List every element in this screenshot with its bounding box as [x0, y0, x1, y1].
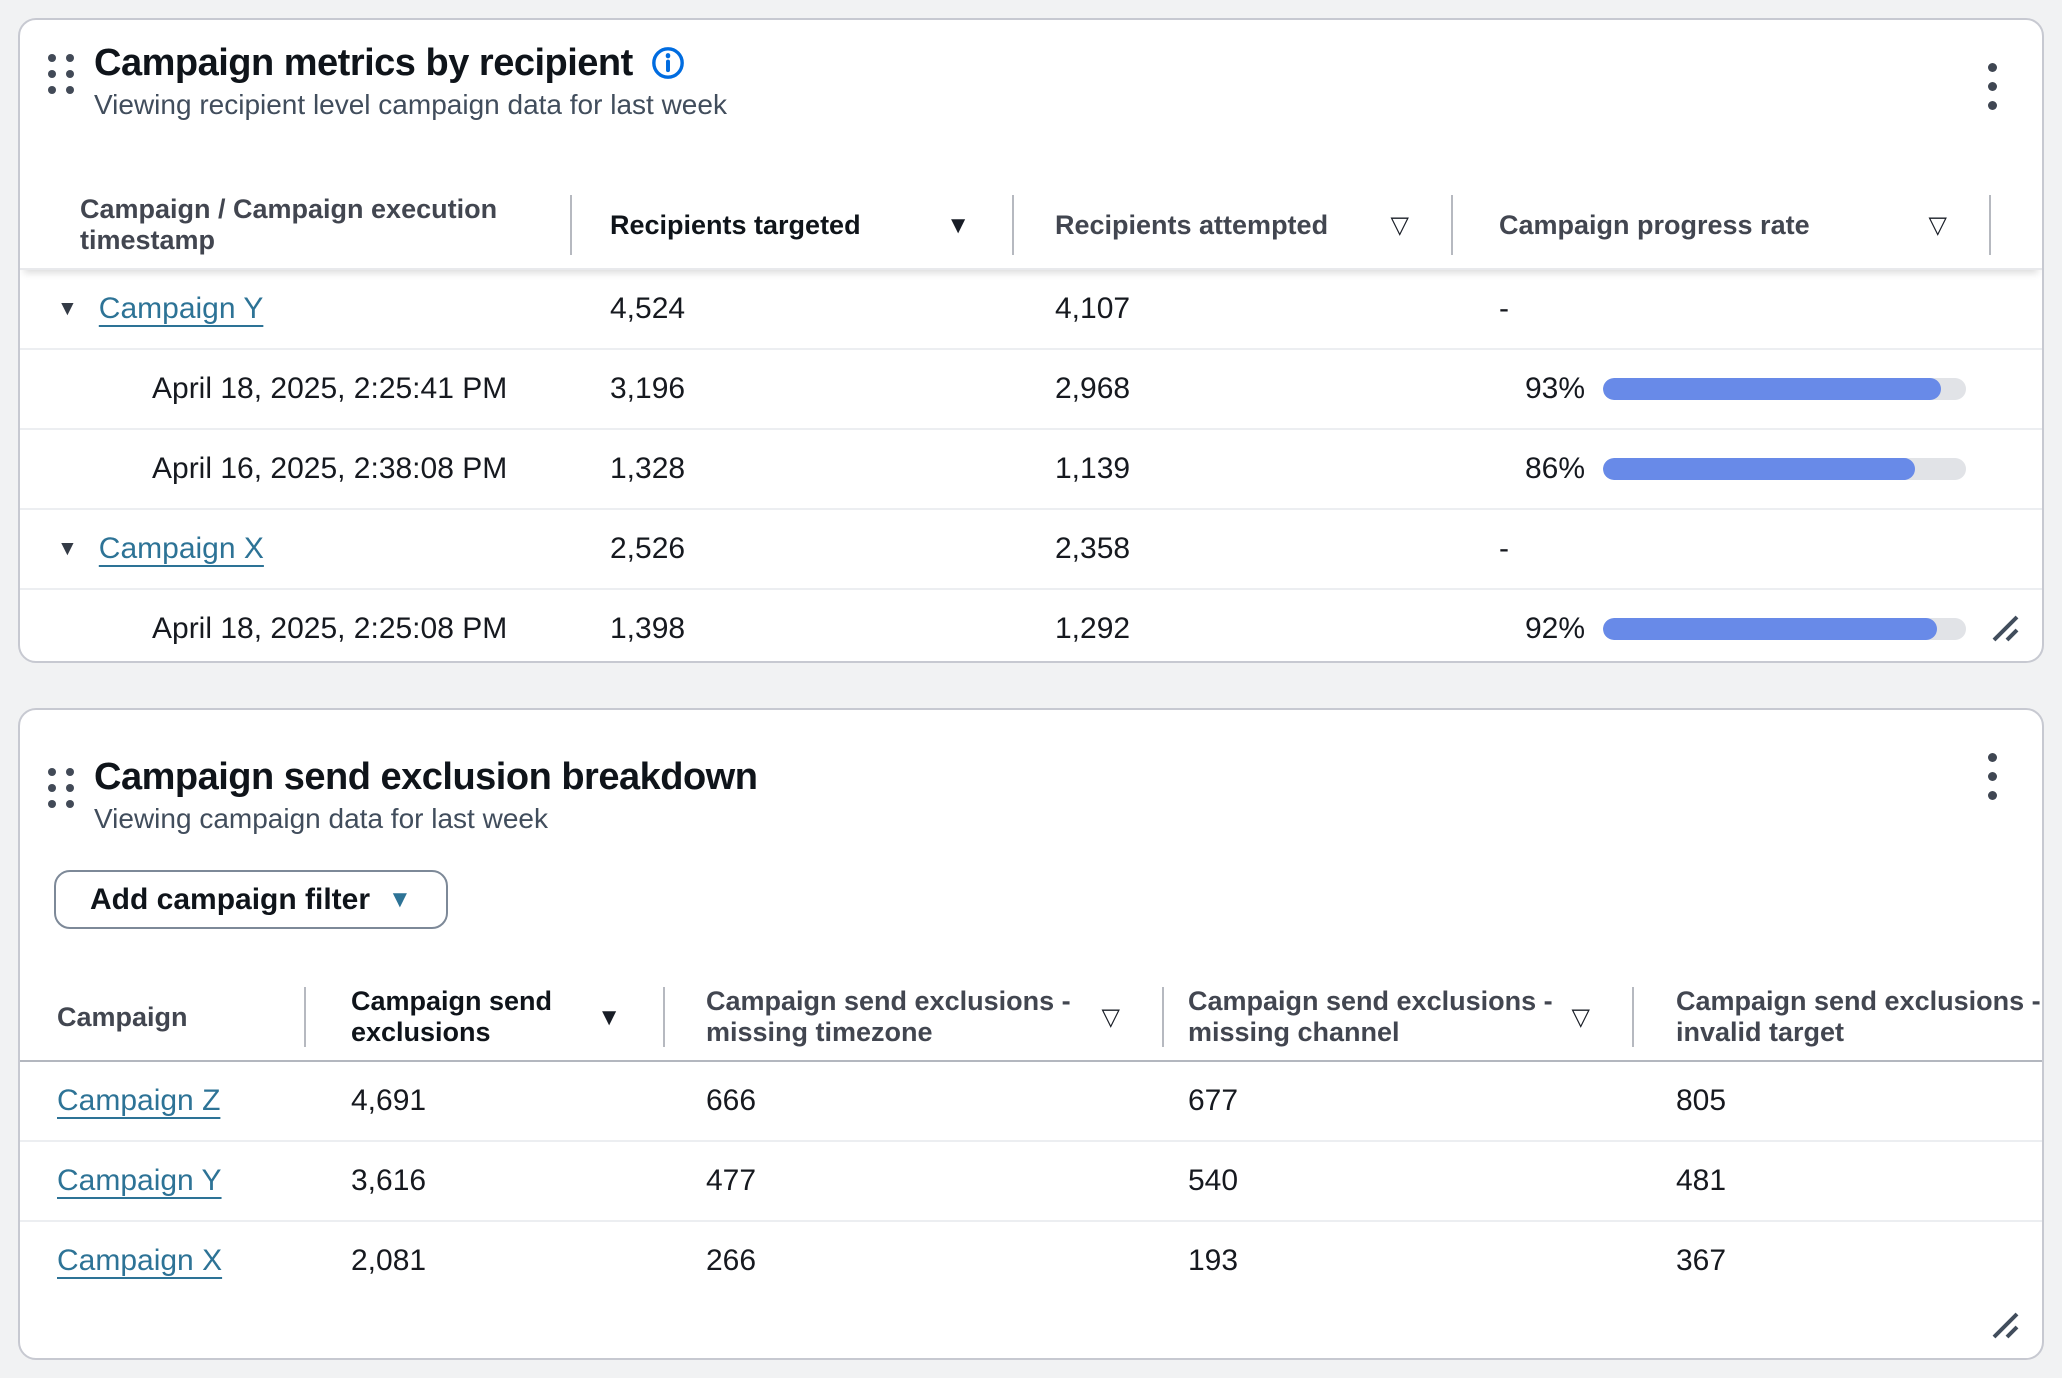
- campaign-metrics-table: Campaign / Campaign execution timestamp …: [20, 182, 2042, 661]
- progress-value: -: [1499, 532, 1509, 565]
- sort-descending-icon[interactable]: ▼: [597, 1003, 621, 1031]
- progress-percent: 86%: [1524, 452, 1585, 485]
- table-row: Campaign Z 4,691 666 677 805: [20, 1062, 2042, 1142]
- recipients-attempted-value: 1,139: [1055, 452, 1131, 485]
- missing-channel-value: 193: [1188, 1244, 1239, 1277]
- progress-percent: 93%: [1524, 372, 1585, 405]
- invalid-target-value: 805: [1676, 1084, 1727, 1117]
- exclusions-value: 2,081: [351, 1244, 427, 1277]
- table-row: Campaign X 2,081 266 193 367: [20, 1222, 2042, 1300]
- page-title: Campaign send exclusion breakdown: [94, 756, 758, 798]
- recipients-targeted-value: 3,196: [610, 372, 686, 405]
- add-campaign-filter-button[interactable]: Add campaign filter ▼: [54, 870, 448, 929]
- campaign-link[interactable]: Campaign X: [57, 1244, 223, 1277]
- chevron-down-icon: ▼: [388, 885, 412, 913]
- progress-bar: [1603, 618, 1966, 640]
- progress-percent: 92%: [1524, 612, 1585, 645]
- exclusions-value: 4,691: [351, 1084, 427, 1117]
- execution-timestamp: April 16, 2025, 2:38:08 PM: [152, 452, 508, 485]
- info-icon[interactable]: [651, 46, 685, 80]
- send-exclusion-table: Campaign Campaign send exclusions ▼ Camp…: [20, 974, 2042, 1300]
- card-send-exclusion-breakdown: Campaign send exclusion breakdown Viewin…: [18, 708, 2044, 1360]
- card-header: Campaign send exclusion breakdown Viewin…: [20, 710, 2042, 834]
- missing-timezone-value: 266: [706, 1244, 757, 1277]
- missing-timezone-value: 666: [706, 1084, 757, 1117]
- drag-handle-icon[interactable]: [48, 768, 74, 808]
- column-header-campaign: Campaign: [20, 987, 306, 1047]
- collapse-row-icon[interactable]: ▼: [57, 297, 78, 320]
- table-row: ▼ Campaign Y 4,524 4,107 -: [20, 270, 2042, 350]
- execution-timestamp: April 18, 2025, 2:25:41 PM: [152, 372, 508, 405]
- card-subtitle: Viewing campaign data for last week: [94, 803, 548, 834]
- sort-icon[interactable]: ▽: [1101, 1003, 1120, 1031]
- column-header-recipients-targeted[interactable]: Recipients targeted ▼: [572, 195, 1014, 255]
- column-header-campaign: Campaign / Campaign execution timestamp: [20, 194, 572, 255]
- progress-value: -: [1499, 292, 1509, 325]
- sort-icon[interactable]: ▽: [1390, 211, 1409, 239]
- card-menu-button[interactable]: [1972, 58, 2012, 114]
- campaign-link[interactable]: Campaign X: [98, 532, 264, 565]
- recipients-targeted-value: 1,328: [610, 452, 686, 485]
- column-header-recipients-attempted[interactable]: Recipients attempted ▽: [1014, 195, 1453, 255]
- table-header-row: Campaign Campaign send exclusions ▼ Camp…: [20, 974, 2042, 1062]
- column-header-invalid-target[interactable]: Campaign send exclusions - invalid targe…: [1676, 987, 2041, 1047]
- recipients-attempted-value: 2,358: [1055, 532, 1131, 565]
- recipients-targeted-value: 4,524: [610, 292, 686, 325]
- campaign-link[interactable]: Campaign Y: [57, 1164, 222, 1197]
- table-row: ▼ Campaign X 2,526 2,358 -: [20, 510, 2042, 590]
- collapse-row-icon[interactable]: ▼: [57, 537, 78, 560]
- missing-channel-value: 677: [1188, 1084, 1239, 1117]
- card-campaign-metrics: Campaign metrics by recipient Viewing re…: [18, 18, 2044, 663]
- table-row: April 18, 2025, 2:25:41 PM 3,196 2,968 9…: [20, 350, 2042, 430]
- exclusions-value: 3,616: [351, 1164, 427, 1197]
- sort-descending-icon[interactable]: ▼: [946, 211, 970, 239]
- column-header-campaign-progress-rate[interactable]: Campaign progress rate ▽: [1453, 195, 1991, 255]
- campaign-link[interactable]: Campaign Z: [57, 1084, 221, 1117]
- resize-handle-icon[interactable]: [1986, 1306, 2020, 1340]
- table-row: Campaign Y 3,616 477 540 481: [20, 1142, 2042, 1222]
- invalid-target-value: 367: [1676, 1244, 1727, 1277]
- resize-handle-icon[interactable]: [1986, 609, 2020, 643]
- progress-bar: [1603, 458, 1966, 480]
- table-row: April 18, 2025, 2:25:08 PM 1,398 1,292 9…: [20, 590, 2042, 661]
- sort-icon[interactable]: ▽: [1928, 211, 1947, 239]
- sort-icon[interactable]: ▽: [1571, 1003, 1590, 1031]
- recipients-attempted-value: 1,292: [1055, 612, 1131, 645]
- card-subtitle: Viewing recipient level campaign data fo…: [94, 89, 727, 120]
- recipients-attempted-value: 2,968: [1055, 372, 1131, 405]
- execution-timestamp: April 18, 2025, 2:25:08 PM: [152, 612, 508, 645]
- invalid-target-value: 481: [1676, 1164, 1727, 1197]
- recipients-targeted-value: 2,526: [610, 532, 686, 565]
- card-menu-button[interactable]: [1972, 748, 2012, 804]
- column-header-send-exclusions[interactable]: Campaign send exclusions ▼: [306, 986, 665, 1047]
- missing-timezone-value: 477: [706, 1164, 757, 1197]
- table-row: April 16, 2025, 2:38:08 PM 1,328 1,139 8…: [20, 430, 2042, 510]
- missing-channel-value: 540: [1188, 1164, 1239, 1197]
- recipients-targeted-value: 1,398: [610, 612, 686, 645]
- drag-handle-icon[interactable]: [48, 54, 74, 94]
- column-header-missing-channel[interactable]: Campaign send exclusions - missing chann…: [1164, 986, 1634, 1047]
- campaign-link[interactable]: Campaign Y: [98, 292, 264, 325]
- column-header-missing-timezone[interactable]: Campaign send exclusions - missing timez…: [665, 986, 1164, 1047]
- table-header-row: Campaign / Campaign execution timestamp …: [20, 182, 2042, 270]
- card-header: Campaign metrics by recipient Viewing re…: [20, 20, 2042, 120]
- page-title: Campaign metrics by recipient: [94, 42, 633, 84]
- progress-bar: [1603, 378, 1966, 400]
- recipients-attempted-value: 4,107: [1055, 292, 1131, 325]
